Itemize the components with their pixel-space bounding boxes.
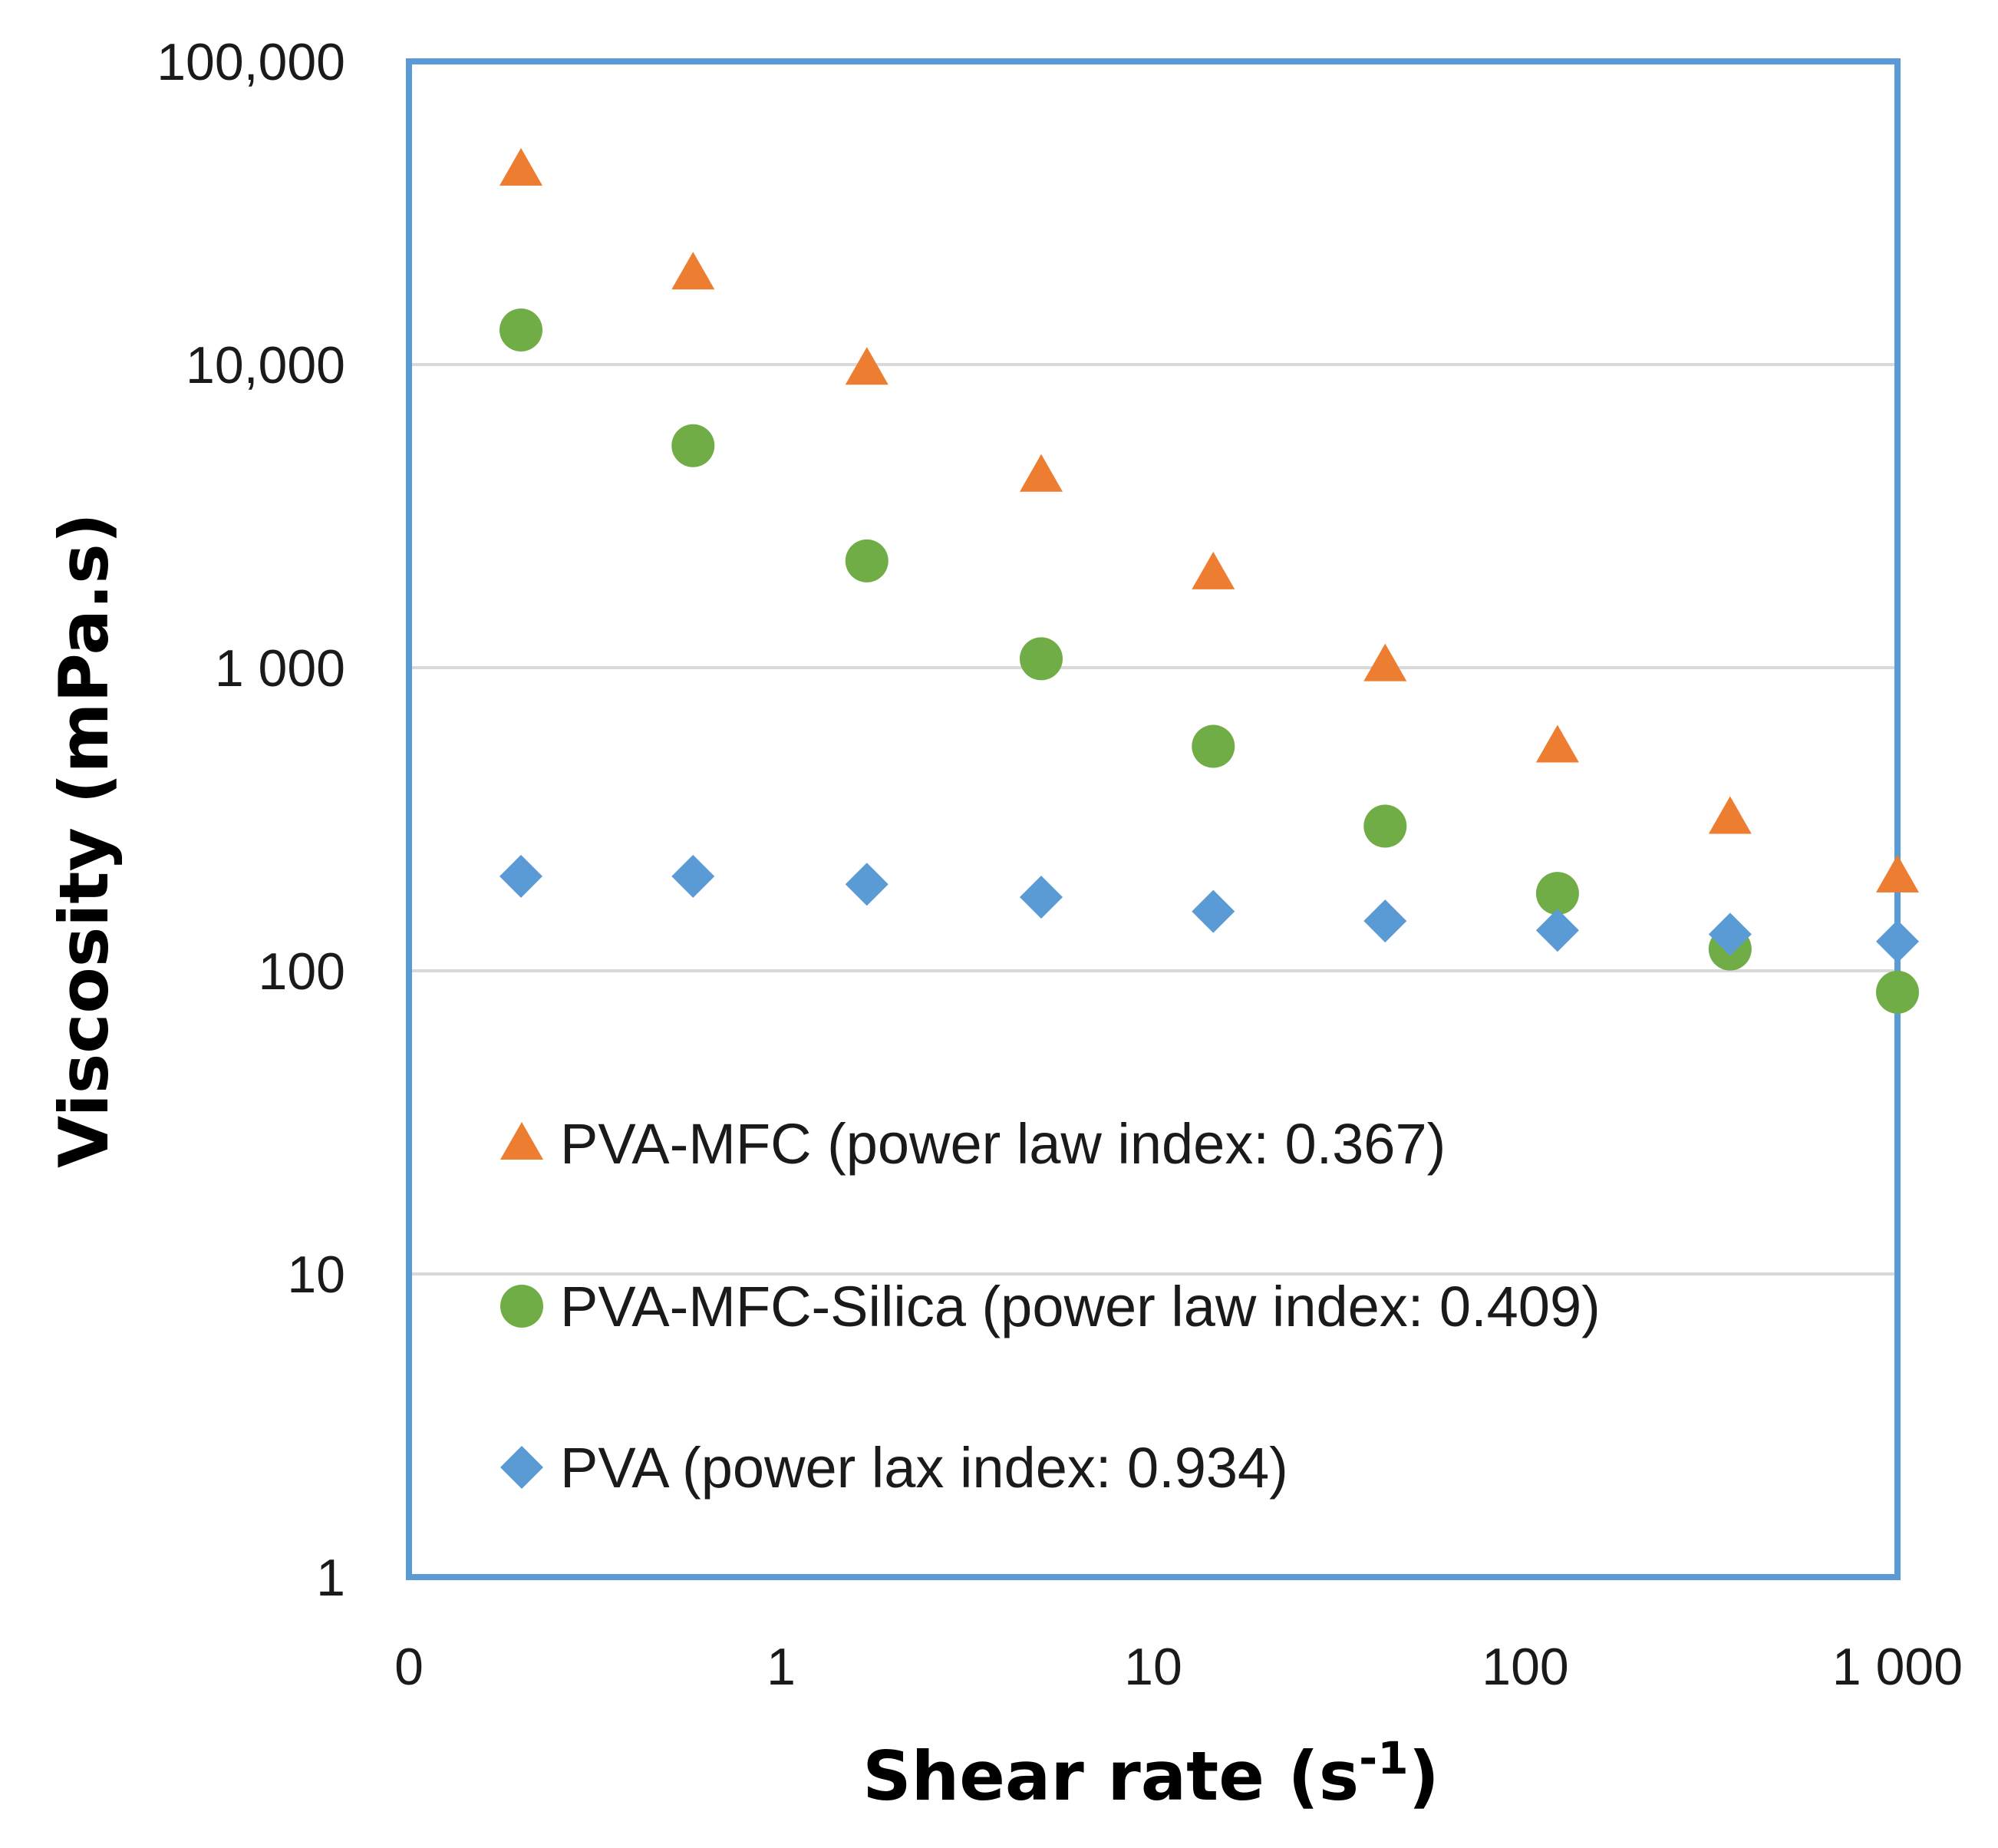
data-point-diamond [1708, 912, 1752, 956]
x-tick-label: 1 [767, 1638, 796, 1696]
data-point-triangle [845, 347, 889, 385]
data-point-triangle [1876, 854, 1919, 893]
y-tick-label: 10,000 [186, 336, 345, 394]
data-point-diamond [845, 863, 889, 906]
y-tick-label: 100,000 [157, 33, 345, 91]
x-axis-title: Shear rate (s-1) [862, 1732, 1439, 1816]
x-tick-label: 1 000 [1832, 1638, 1963, 1696]
data-point-circle [1192, 724, 1235, 768]
data-markers [499, 147, 1919, 1014]
data-point-circle [1363, 804, 1407, 848]
data-point-circle [845, 539, 889, 582]
y-tick-label: 100 [259, 942, 345, 1001]
data-point-circle [499, 308, 542, 351]
x-axis-title-close: ) [1409, 1737, 1439, 1816]
legend-marker-triangle [500, 1122, 543, 1160]
data-point-diamond [1876, 919, 1919, 963]
data-point-diamond [671, 854, 715, 898]
plot-frame [406, 58, 1901, 1580]
legend-label: PVA-MFC-Silica (power law index: 0.409) [560, 1275, 1601, 1338]
data-point-triangle [1020, 454, 1063, 492]
data-point-circle [1535, 872, 1579, 916]
data-point-diamond [1535, 909, 1579, 952]
y-axis-ticks: 1 10 100 1 000 10,000 100,000 [157, 33, 345, 1607]
data-point-diamond [1192, 889, 1235, 933]
y-tick-label: 1 000 [215, 639, 345, 698]
x-axis-ticks: 0 1 10 100 1 000 [394, 1638, 1963, 1696]
y-tick-label: 10 [287, 1246, 345, 1304]
data-point-triangle [671, 252, 715, 290]
data-point-triangle [1363, 643, 1407, 681]
data-point-diamond [499, 854, 542, 898]
x-axis-title-superscript: -1 [1359, 1732, 1408, 1784]
legend: PVA-MFC (power law index: 0.367) PVA-MFC-… [500, 1112, 1601, 1500]
data-point-triangle [1708, 796, 1752, 834]
x-tick-label: 0 [394, 1638, 424, 1696]
x-tick-label: 100 [1482, 1638, 1568, 1696]
legend-marker-diamond [500, 1446, 543, 1489]
data-point-circle [1876, 970, 1919, 1014]
data-point-circle [671, 424, 715, 467]
data-point-circle [1020, 637, 1063, 681]
y-tick-label: 1 [316, 1549, 345, 1607]
y-axis-title: Viscosity (mPa.s) [45, 513, 124, 1168]
legend-marker-circle [500, 1285, 543, 1328]
data-point-diamond [1020, 876, 1063, 919]
x-axis-title-text: Shear rate (s [862, 1737, 1359, 1816]
data-point-diamond [1363, 899, 1407, 943]
legend-label: PVA-MFC (power law index: 0.367) [560, 1112, 1446, 1176]
data-point-triangle [499, 147, 542, 186]
data-point-triangle [1192, 551, 1235, 589]
x-tick-label: 10 [1124, 1638, 1182, 1696]
legend-label: PVA (power lax index: 0.934) [560, 1436, 1288, 1500]
data-point-triangle [1535, 724, 1579, 763]
gridlines [409, 363, 1897, 1275]
